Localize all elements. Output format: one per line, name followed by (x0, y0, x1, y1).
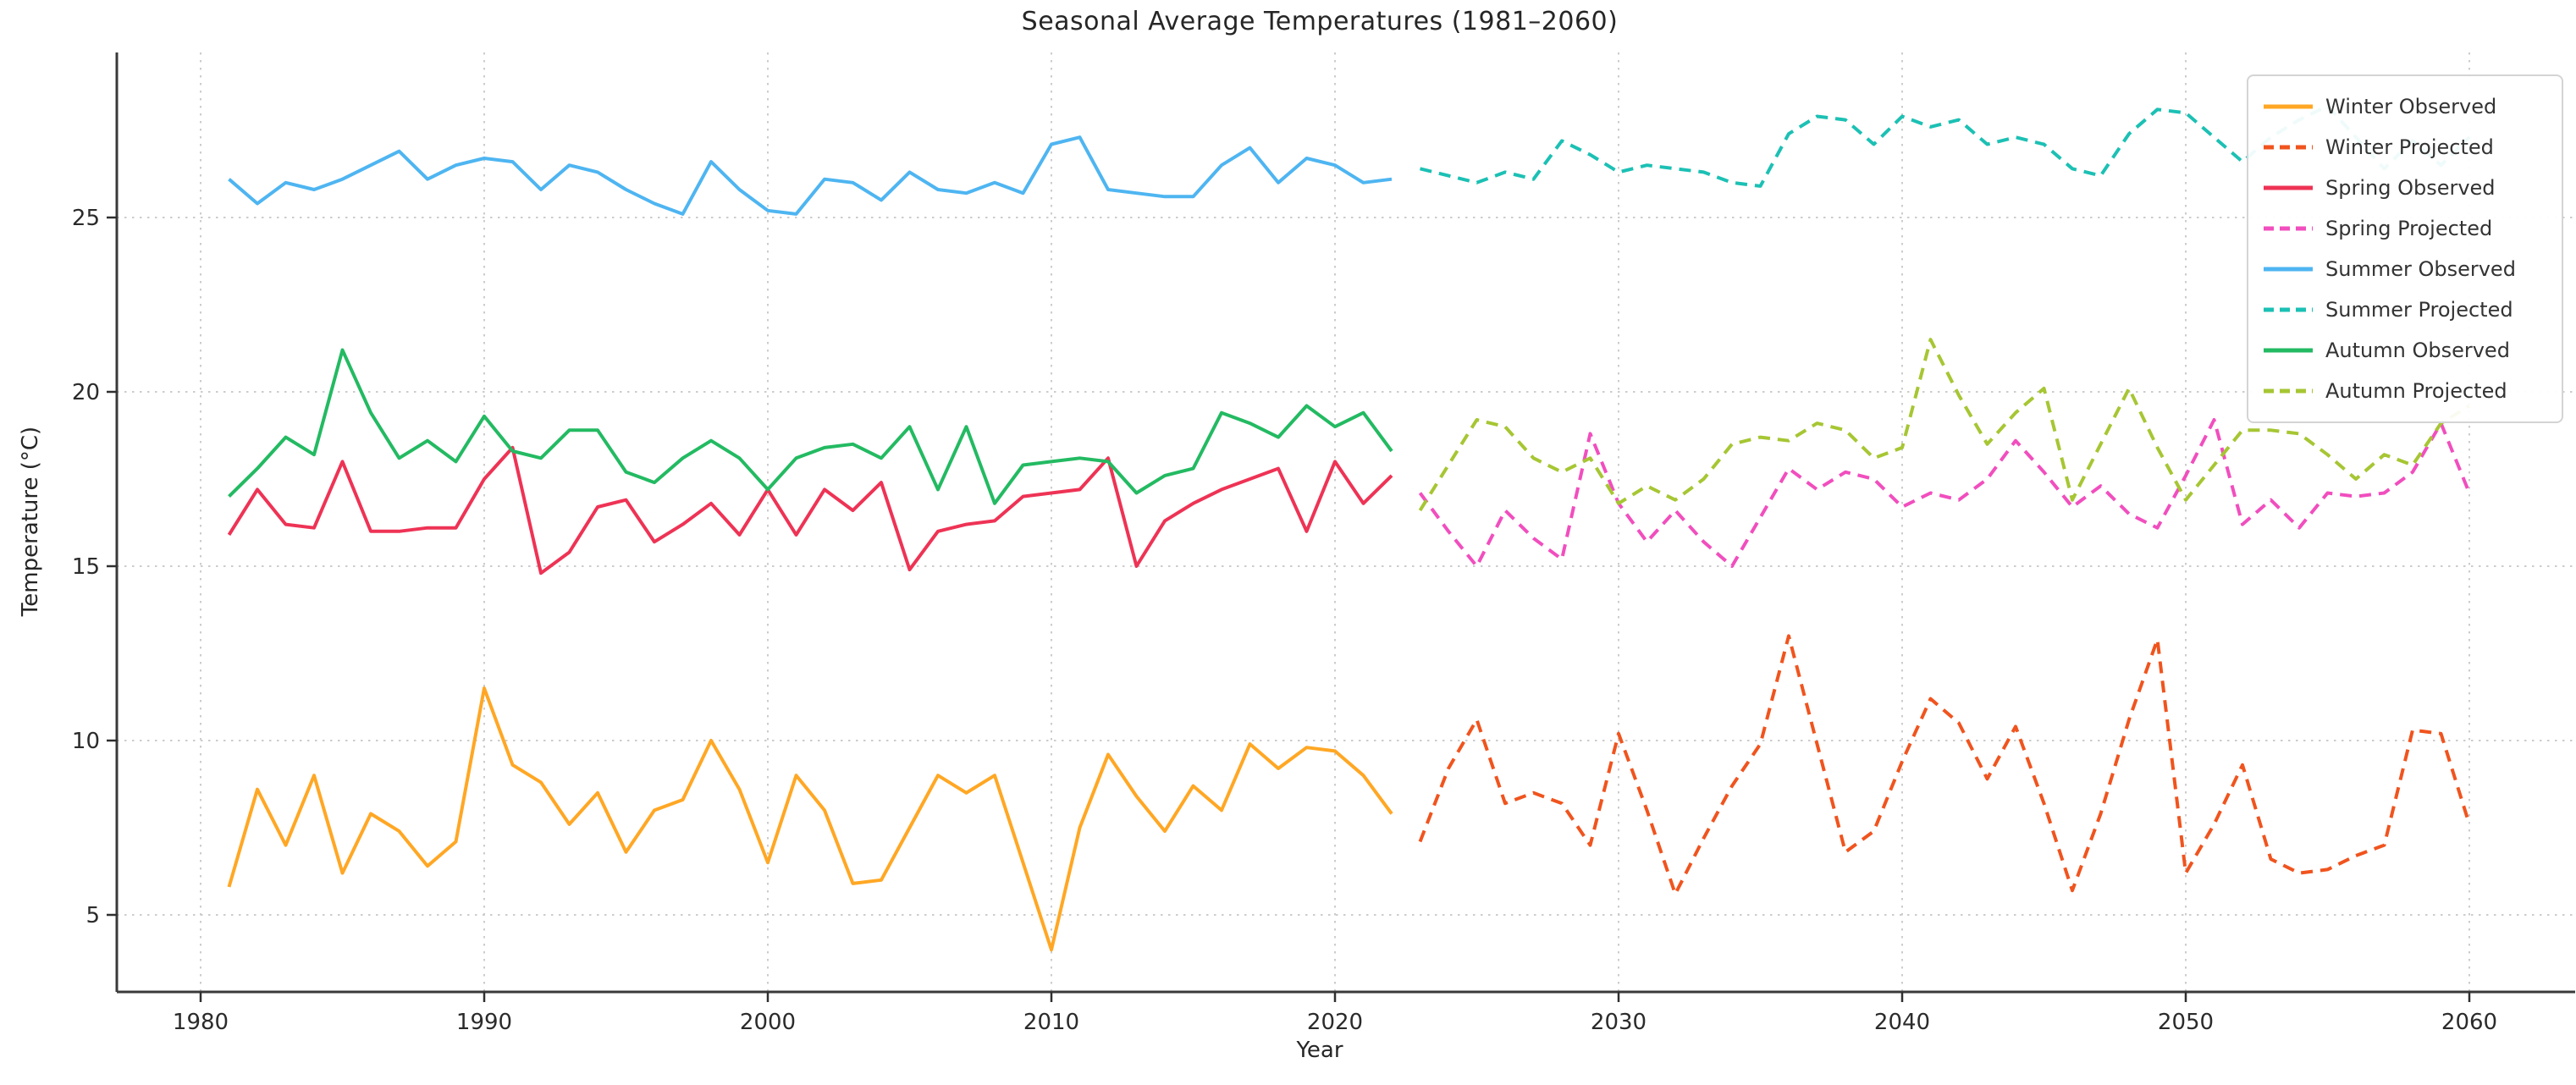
svg-text:2060: 2060 (2441, 1010, 2497, 1035)
legend-item-autumn-projected: Autumn Projected (2248, 371, 2562, 411)
legend-line-sample (2264, 225, 2313, 232)
x-axis-label: Year (1296, 1038, 1343, 1063)
legend-item-summer-projected: Summer Projected (2248, 289, 2562, 330)
legend-label: Winter Projected (2325, 135, 2494, 159)
legend-item-spring-observed: Spring Observed (2248, 168, 2562, 208)
tick-marks (107, 216, 2471, 1002)
svg-text:5: 5 (85, 903, 100, 928)
legend-line-sample (2264, 185, 2313, 191)
legend-item-winter-observed: Winter Observed (2248, 86, 2562, 127)
svg-text:15: 15 (72, 554, 100, 580)
svg-text:2040: 2040 (1874, 1010, 1930, 1035)
svg-text:10: 10 (72, 729, 100, 754)
series-autumn-projected (1418, 338, 2471, 512)
legend-item-summer-observed: Summer Observed (2248, 249, 2562, 289)
series-summer-observed (228, 135, 1393, 216)
legend-line-sample (2264, 388, 2313, 394)
svg-text:25: 25 (72, 206, 100, 231)
series-winter-projected (1418, 634, 2471, 896)
legend-label: Summer Projected (2325, 298, 2513, 322)
chart-title: Seasonal Average Temperatures (1981–2060… (1021, 7, 1619, 36)
svg-text:2020: 2020 (1307, 1010, 1363, 1035)
y-axis-label: Temperature (°C) (18, 426, 43, 617)
legend-label: Spring Observed (2325, 176, 2496, 200)
series-spring-projected (1418, 418, 2471, 568)
legend-line-sample (2264, 144, 2313, 151)
legend-label: Summer Observed (2325, 257, 2516, 281)
y-tick-labels: 5 10 15 20 25 (72, 206, 100, 928)
legend-label: Autumn Observed (2325, 339, 2510, 362)
svg-text:1990: 1990 (456, 1010, 512, 1035)
series-spring-observed (227, 445, 1393, 576)
legend: Winter Observed Winter Projected Spring Ob… (2247, 74, 2563, 423)
svg-text:2050: 2050 (2158, 1010, 2214, 1035)
legend-label: Autumn Projected (2325, 379, 2507, 403)
svg-text:1980: 1980 (173, 1010, 229, 1035)
gridlines (117, 52, 2575, 992)
series-winter-observed (227, 686, 1393, 952)
legend-item-winter-projected: Winter Projected (2248, 127, 2562, 168)
svg-text:20: 20 (72, 380, 100, 405)
legend-line-sample (2264, 103, 2313, 110)
legend-item-autumn-observed: Autumn Observed (2248, 330, 2562, 371)
x-tick-labels: 1980 1990 2000 2010 2020 2030 2040 2050 2060 (173, 1010, 2497, 1035)
svg-text:2000: 2000 (740, 1010, 796, 1035)
legend-label: Spring Projected (2325, 217, 2493, 240)
svg-text:2010: 2010 (1023, 1010, 1079, 1035)
series-autumn-observed (228, 348, 1393, 505)
legend-line-sample (2264, 306, 2313, 313)
legend-item-spring-projected: Spring Projected (2248, 208, 2562, 249)
legend-label: Winter Observed (2325, 95, 2497, 118)
svg-text:2030: 2030 (1591, 1010, 1647, 1035)
axes-spines (115, 52, 2575, 994)
legend-line-sample (2264, 266, 2313, 273)
legend-line-sample (2264, 347, 2313, 354)
